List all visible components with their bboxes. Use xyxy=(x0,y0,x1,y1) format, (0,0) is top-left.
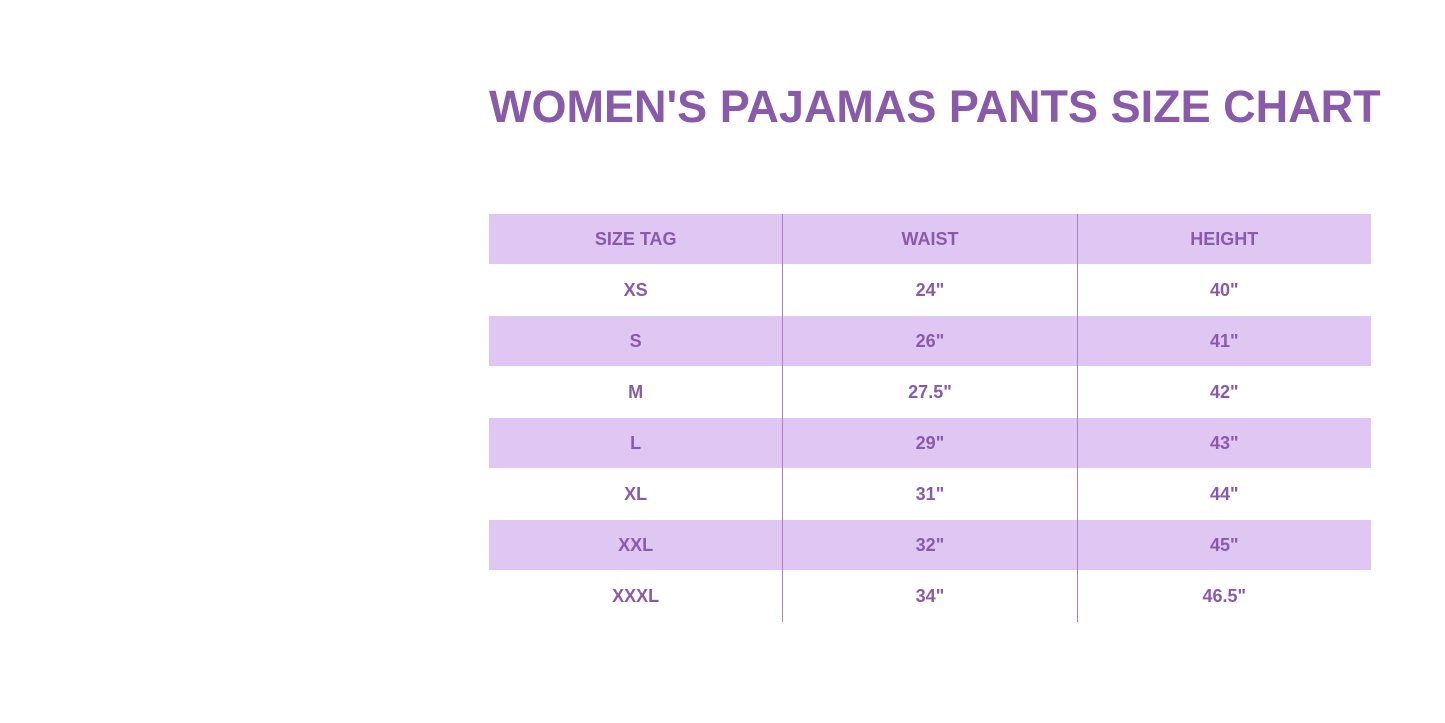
table-row: M 27.5" 42" xyxy=(489,366,1371,418)
waist-cell: 24" xyxy=(782,264,1078,316)
size-chart-table: SIZE TAG WAIST HEIGHT XS 24" 40" S 26" 41" M 27… xyxy=(489,214,1371,622)
waist-cell: 34" xyxy=(782,570,1078,622)
height-cell: 43" xyxy=(1076,417,1371,469)
waist-cell: 29" xyxy=(782,417,1078,469)
table-row: XXL 32" 45" xyxy=(489,519,1371,571)
header-waist: WAIST xyxy=(782,214,1078,265)
height-cell: 46.5" xyxy=(1076,570,1371,622)
size-cell: XL xyxy=(624,483,648,504)
size-cell: XXL xyxy=(618,534,654,555)
table-row: XXXL 34" 46.5" xyxy=(489,570,1371,622)
size-cell: XS xyxy=(623,279,648,300)
waist-cell: 27.5" xyxy=(782,366,1078,418)
height-cell: 45" xyxy=(1076,519,1371,571)
height-cell: 41" xyxy=(1076,315,1371,367)
size-cell: L xyxy=(630,432,642,453)
waist-cell: 32" xyxy=(782,519,1078,571)
table-row: S 26" 41" xyxy=(489,315,1371,367)
size-cell: M xyxy=(628,381,644,402)
table-row: XL 31" 44" xyxy=(489,468,1371,520)
size-cell: XXXL xyxy=(612,585,660,606)
table-header-row: SIZE TAG WAIST HEIGHT xyxy=(489,214,1371,265)
header-height: HEIGHT xyxy=(1076,214,1371,265)
page-title: WOMEN'S PAJAMAS PANTS SIZE CHART xyxy=(489,81,1381,132)
table-row: L 29" 43" xyxy=(489,417,1371,469)
height-cell: 44" xyxy=(1076,468,1371,520)
waist-cell: 31" xyxy=(782,468,1078,520)
waist-cell: 26" xyxy=(782,315,1078,367)
height-cell: 40" xyxy=(1076,264,1371,316)
table-row: XS 24" 40" xyxy=(489,264,1371,316)
size-cell: S xyxy=(629,330,642,351)
height-cell: 42" xyxy=(1076,366,1371,418)
header-size-tag: SIZE TAG xyxy=(594,228,677,249)
